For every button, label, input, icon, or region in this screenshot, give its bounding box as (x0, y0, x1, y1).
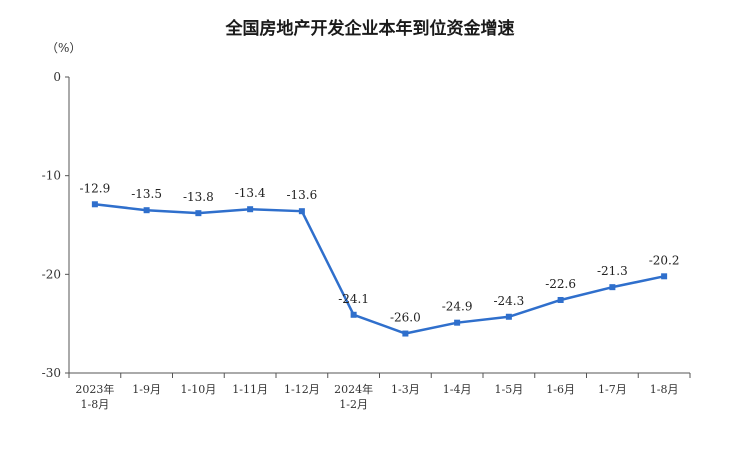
y-unit-label: （%） (46, 41, 81, 55)
y-tick-label: 0 (53, 70, 61, 84)
data-point (557, 296, 564, 303)
x-tick-label: 1-7月 (598, 383, 627, 396)
data-label: -24.1 (338, 292, 369, 306)
x-tick-label: 1-6月 (546, 383, 575, 396)
x-tick-label: 1-8月 (650, 383, 679, 396)
data-point (661, 273, 668, 280)
data-label: -13.8 (183, 190, 214, 204)
x-tick-label: 1-12月 (284, 383, 320, 396)
data-label: -12.9 (79, 181, 110, 195)
data-point (505, 313, 512, 320)
x-tick-label: 1-5月 (495, 383, 524, 396)
x-tick-label: 2024年 1-2月 (334, 382, 373, 411)
y-tick-label: -20 (42, 267, 61, 281)
data-label: -24.9 (442, 300, 473, 314)
x-tick-label: 2023年 1-8月 (75, 382, 114, 411)
chart-title: 全国房地产开发企业本年到位资金增速 (225, 19, 515, 39)
data-point (298, 208, 305, 215)
data-label: -20.2 (649, 253, 680, 267)
data-label: -13.6 (286, 188, 317, 202)
x-tick-label: 1-10月 (181, 383, 217, 396)
data-point (91, 201, 98, 208)
x-tick-label: 1-11月 (232, 383, 268, 396)
data-point (247, 206, 254, 213)
data-point (195, 210, 202, 217)
data-point (350, 311, 357, 318)
data-point (609, 284, 616, 291)
y-tick-label: -30 (42, 366, 61, 380)
data-point (143, 207, 150, 214)
data-label: -24.3 (493, 294, 524, 308)
data-point (454, 319, 461, 326)
data-label: -13.5 (131, 187, 162, 201)
x-tick-label: 1-9月 (132, 383, 161, 396)
data-label: -22.6 (545, 277, 576, 291)
data-label: -21.3 (597, 264, 628, 278)
data-point (402, 330, 409, 337)
data-label: -26.0 (390, 311, 421, 325)
series-line (94, 203, 665, 335)
y-tick-label: -10 (42, 169, 61, 183)
x-tick-label: 1-3月 (391, 383, 420, 396)
data-label: -13.4 (235, 186, 266, 200)
x-tick-label: 1-4月 (443, 383, 472, 396)
